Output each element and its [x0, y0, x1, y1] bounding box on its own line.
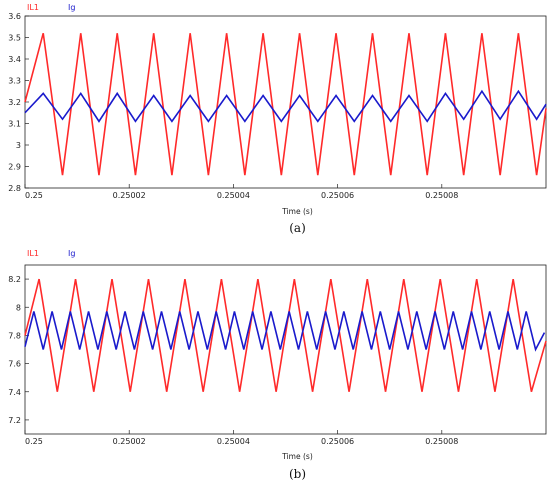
- y-tick-label: 3.6: [8, 12, 21, 21]
- y-tick-label: 8.2: [8, 275, 21, 284]
- legend-entry-ig: Ig: [68, 249, 75, 258]
- y-tick-label: 3: [16, 141, 21, 150]
- y-tick-label: 8: [16, 303, 21, 312]
- x-tick-label: 0.25004: [217, 437, 250, 446]
- plot-frame: [24, 15, 547, 189]
- y-tick-label: 3.3: [8, 77, 21, 86]
- plot-frame: [24, 264, 547, 435]
- y-tick-label: 2.9: [8, 163, 21, 172]
- series-line-il1: [24, 32, 547, 176]
- series-line-ig: [24, 311, 546, 352]
- x-tick-label: 0.25: [25, 191, 43, 200]
- x-tick-label: 0.25: [25, 437, 43, 446]
- legend-entry-il1: IL1: [27, 3, 39, 12]
- x-axis-label: Time (s): [281, 452, 313, 461]
- y-tick-label: 2.8: [8, 184, 21, 193]
- y-tick-label: 3.1: [8, 120, 21, 129]
- x-tick-label: 0.25004: [217, 191, 250, 200]
- legend-entry-ig: Ig: [68, 3, 75, 12]
- x-tick-label: 0.25002: [113, 437, 146, 446]
- y-tick-label: 7.6: [8, 360, 21, 369]
- x-tick-label: 0.25008: [425, 191, 458, 200]
- x-tick-label: 0.25006: [321, 191, 354, 200]
- y-tick-label: 3.2: [8, 98, 21, 107]
- panel-caption: (b): [289, 467, 306, 481]
- x-tick-label: 0.25006: [321, 437, 354, 446]
- y-tick-label: 3.4: [8, 55, 21, 64]
- chart-panel-a: 2.8 2.9 3 3.1 3.2 3.3 3.4 3.5 3.6 0.25 0.25002 0.25…: [8, 3, 547, 235]
- chart-panel-b: 7.2 7.4 7.6 7.8 8 8.2 0.25 0.25002 0.25004 0.2500…: [8, 249, 547, 481]
- x-axis-label: Time (s): [281, 207, 313, 216]
- x-tick-label: 0.25002: [113, 191, 146, 200]
- y-tick-label: 7.2: [8, 416, 21, 425]
- y-tick-label: 7.4: [8, 388, 21, 397]
- series-line-ig: [24, 89, 547, 123]
- panel-caption: (a): [289, 221, 306, 235]
- y-tick-label: 7.8: [8, 331, 21, 340]
- x-tick-label: 0.25008: [425, 437, 458, 446]
- legend-entry-il1: IL1: [27, 249, 39, 258]
- series-line-il1: [24, 278, 547, 392]
- y-tick-label: 3.5: [8, 34, 21, 43]
